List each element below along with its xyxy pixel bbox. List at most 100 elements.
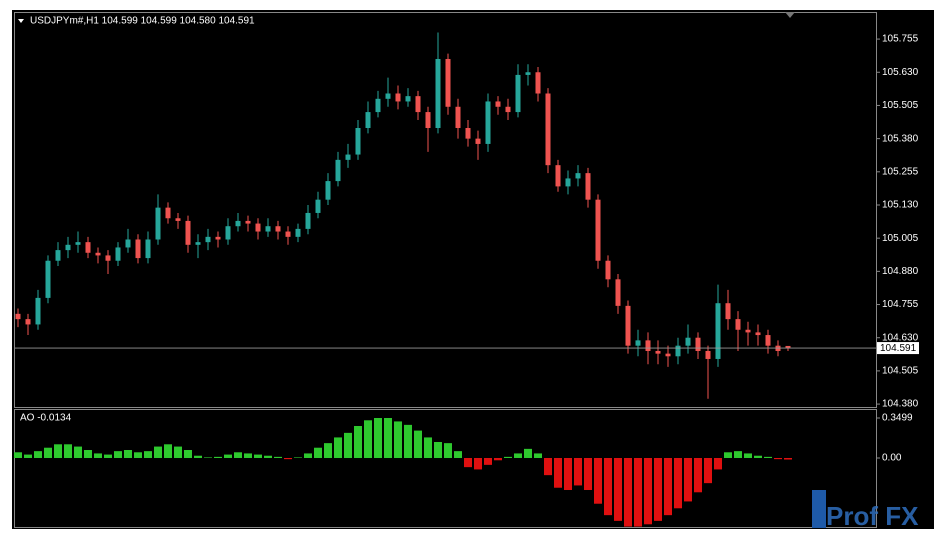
candle-body	[575, 173, 581, 179]
ao-bar	[734, 451, 742, 459]
ao-bar	[404, 424, 412, 459]
ao-bar	[514, 453, 522, 459]
ao-bar	[384, 418, 392, 459]
logo: Prof FX	[826, 501, 919, 531]
candle-body	[785, 345, 791, 349]
candle-body	[635, 340, 641, 346]
ao-bar	[624, 458, 632, 527]
y-tick-label: 104.880	[882, 266, 919, 277]
candle-body	[615, 279, 621, 306]
ao-bar	[694, 458, 702, 493]
y-tick-label: 105.755	[882, 34, 919, 45]
price-box	[877, 342, 919, 355]
candle-body	[275, 226, 281, 232]
ao-bar	[614, 458, 622, 521]
ao-bar	[154, 446, 162, 459]
candle-body	[415, 96, 421, 113]
candle-body	[755, 332, 761, 336]
candle-body	[685, 337, 691, 346]
ao-bar	[174, 446, 182, 459]
candle-body	[195, 242, 201, 245]
ao-bar	[764, 456, 772, 459]
ao-bar	[264, 455, 272, 459]
candle-body	[115, 247, 121, 261]
ao-bar	[584, 458, 592, 491]
ao-bar	[474, 458, 482, 470]
candle-body	[655, 350, 661, 354]
candle-body	[475, 138, 481, 144]
candle-body	[395, 93, 401, 102]
logo-mark	[812, 490, 826, 528]
candle-body	[515, 74, 521, 113]
candle-body	[305, 212, 311, 229]
candle-body	[315, 199, 321, 213]
marks: 104.380 104.505 104.630 104.755 104.880 105.0…	[14, 32, 919, 527]
ao-bar	[414, 430, 422, 459]
ao-bar	[104, 454, 112, 459]
candle-body	[585, 173, 591, 200]
ao-bar	[54, 444, 62, 459]
candle-body	[675, 345, 681, 357]
candle-body	[225, 226, 231, 240]
candle-body	[695, 337, 701, 351]
ao-bar	[74, 446, 82, 459]
ao-bar	[64, 444, 72, 459]
menu-arrow[interactable]	[18, 19, 24, 23]
candle-body	[125, 239, 131, 248]
ao-bar	[654, 458, 662, 521]
candle-body	[365, 112, 371, 129]
y-tick-label: 105.380	[882, 133, 919, 144]
ao-bar	[784, 458, 792, 460]
ao-bar	[594, 458, 602, 504]
ao-bar	[774, 458, 782, 460]
candle-body	[565, 178, 571, 187]
candle-body	[425, 112, 431, 129]
y-tick-label: 105.505	[882, 100, 919, 111]
ao-bar	[744, 453, 752, 459]
ao-bar	[134, 452, 142, 459]
candle-body	[205, 236, 211, 243]
candle-body	[535, 72, 541, 94]
chart-title: USDJPYm#,H1 104.599 104.599 104.580 104.…	[30, 16, 255, 27]
candle-body	[455, 106, 461, 129]
candle-body	[355, 128, 361, 155]
ao-bar	[284, 458, 292, 460]
y-tick-label: 0.3499	[882, 413, 913, 424]
ao-bar	[254, 454, 262, 459]
candle-body	[745, 329, 751, 333]
ao-bar	[724, 452, 732, 459]
ao-bar	[604, 458, 612, 516]
candle-body	[765, 335, 771, 346]
candle-body	[25, 319, 31, 325]
ao-bar	[324, 443, 332, 459]
ao-bar	[14, 452, 22, 459]
candle-body	[485, 101, 491, 144]
ao-bar	[184, 450, 192, 459]
ao-bar	[274, 456, 282, 459]
candle-body	[735, 319, 741, 330]
candle-body	[505, 106, 511, 113]
ao-bar	[494, 458, 502, 461]
candle-body	[45, 260, 51, 298]
candle-body	[285, 231, 291, 237]
ao-bar	[114, 451, 122, 459]
y-tick-label: 105.130	[882, 200, 919, 211]
candle-body	[15, 313, 21, 320]
candle-body	[465, 128, 471, 139]
ao-bar	[454, 451, 462, 459]
y-tick-label: 104.755	[882, 299, 919, 310]
ao-bar	[224, 454, 232, 459]
candle-body	[665, 353, 671, 357]
ao-bar	[94, 453, 102, 459]
ao-bar	[754, 455, 762, 459]
ao-bar	[304, 453, 312, 459]
candle-body	[435, 58, 441, 129]
ao-bar	[34, 451, 42, 459]
candle-body	[65, 244, 71, 251]
candle-body	[385, 93, 391, 99]
ao-bar	[314, 447, 322, 459]
price-panel	[14, 12, 877, 408]
ao-bar	[524, 448, 532, 459]
